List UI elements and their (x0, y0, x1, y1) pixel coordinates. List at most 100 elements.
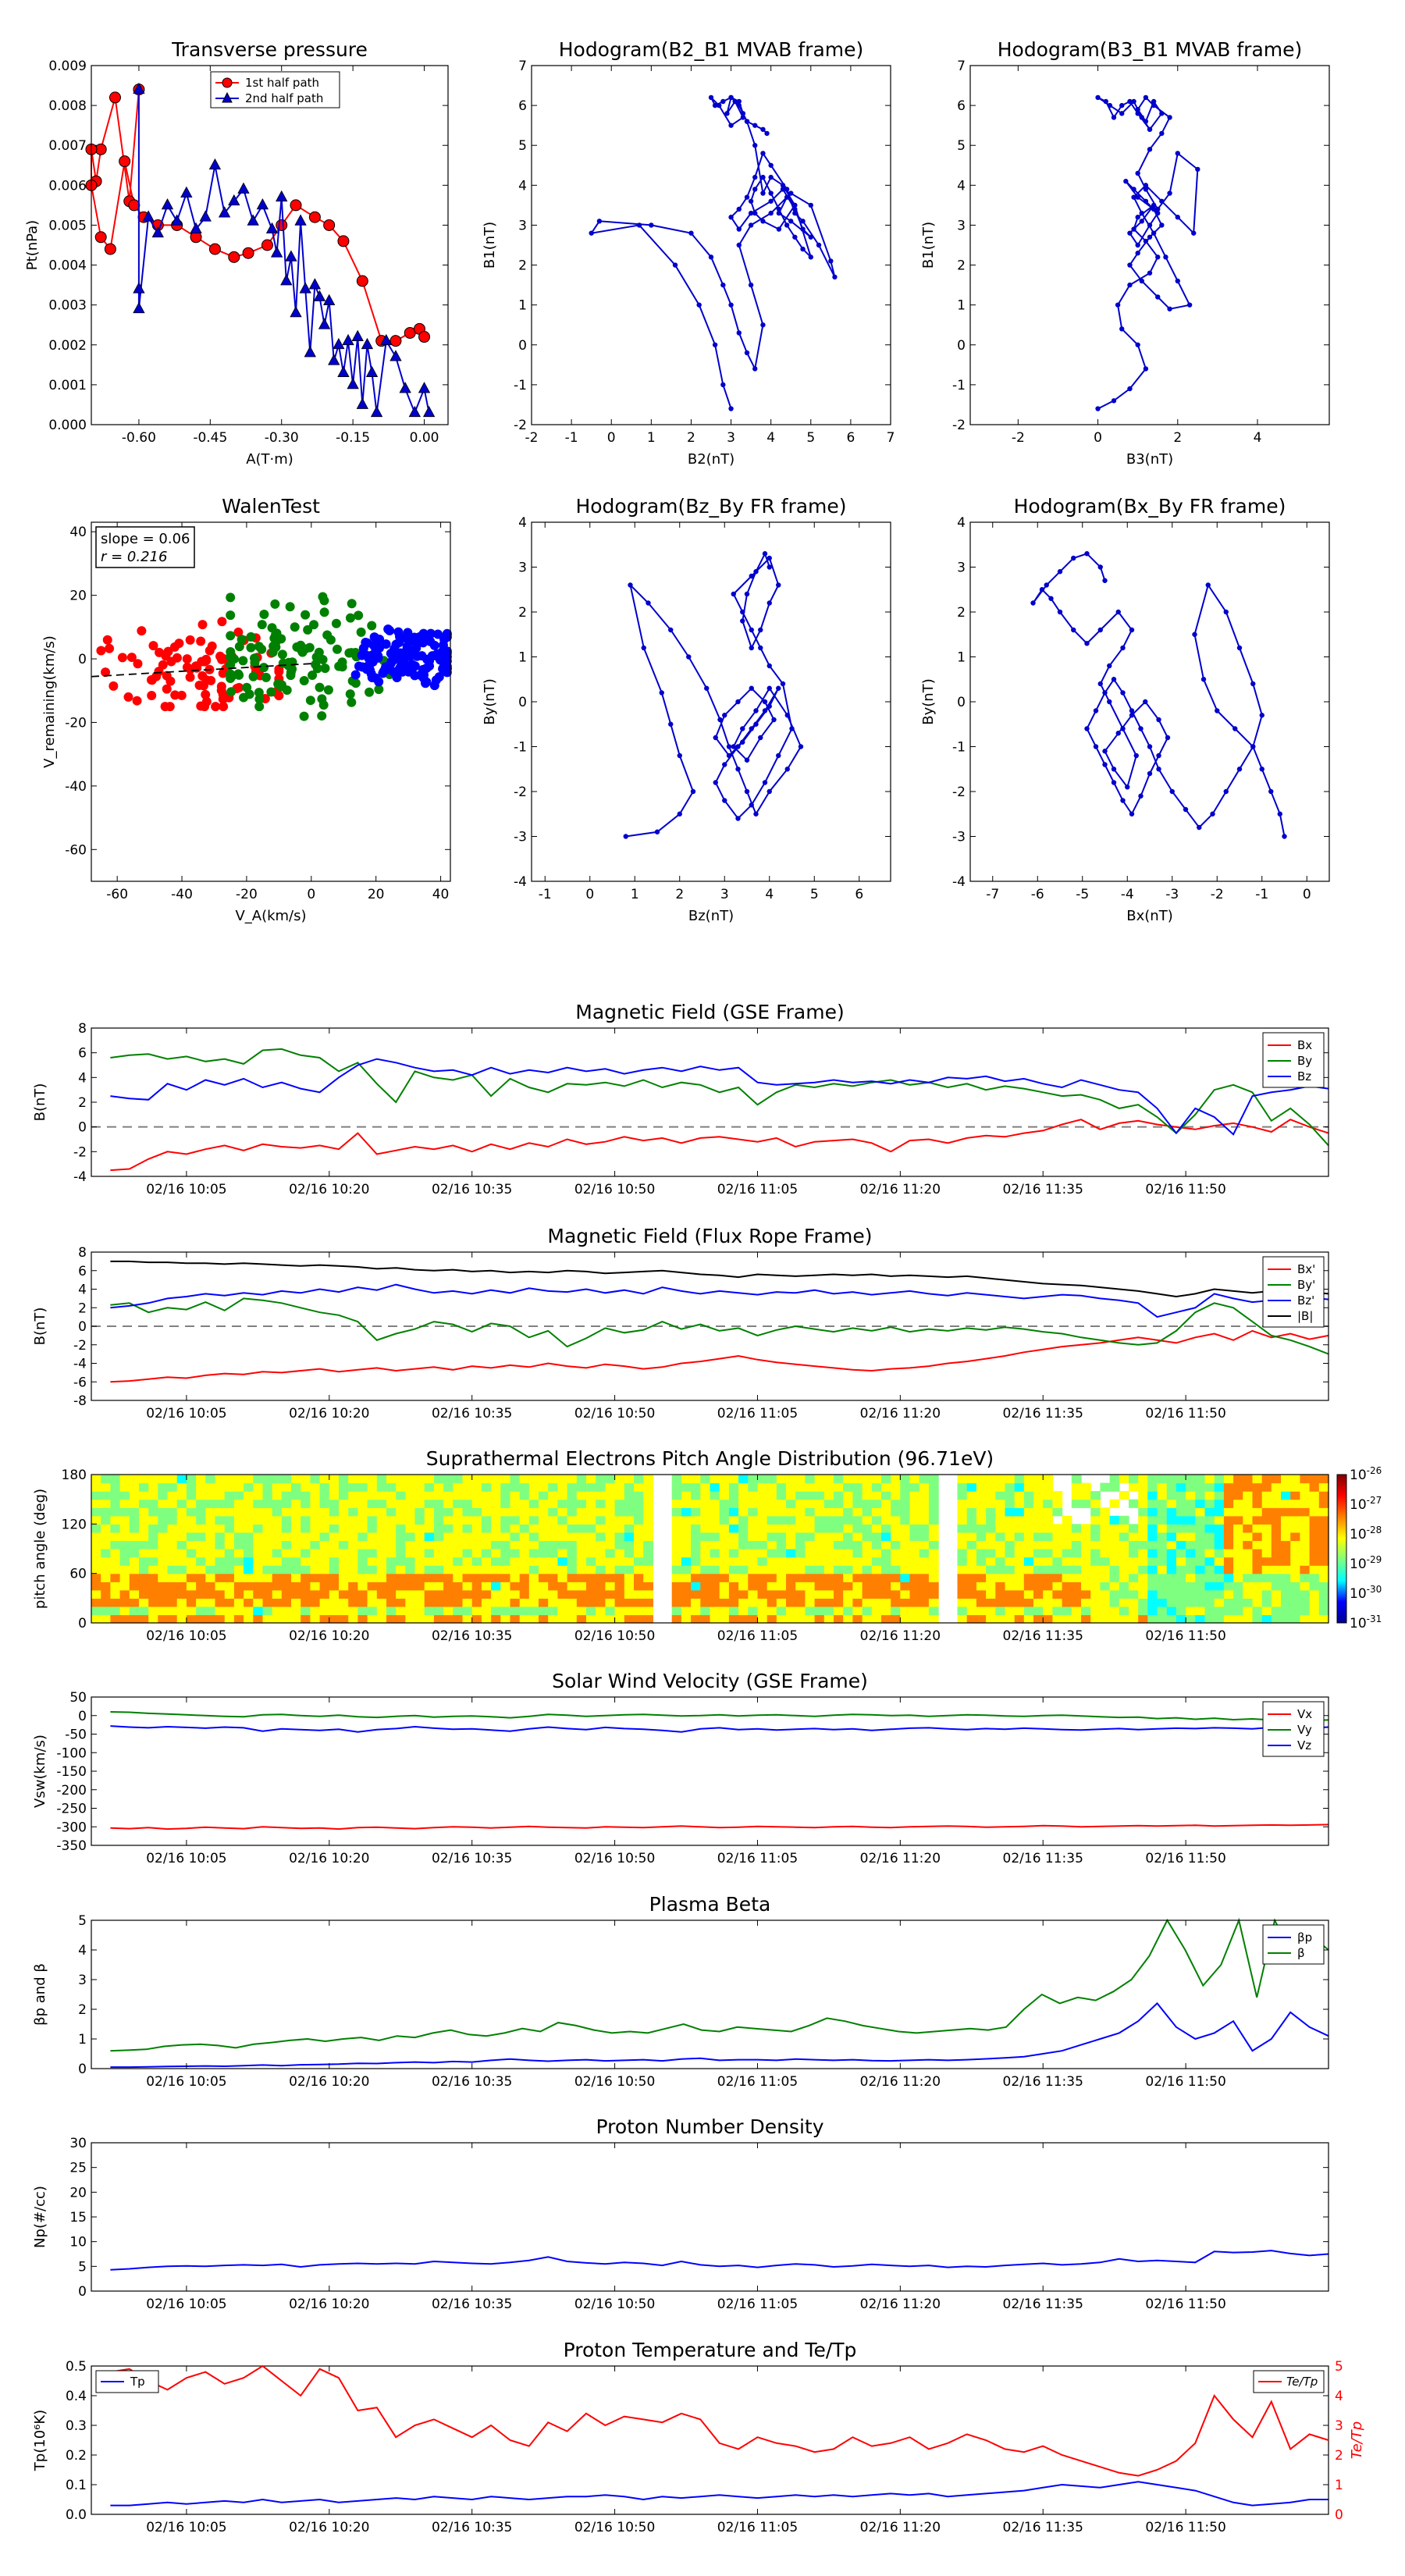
heatmap-cell (396, 1606, 406, 1616)
heatmap-cell (291, 1582, 301, 1591)
heatmap-cell (462, 1507, 473, 1517)
heatmap-cell (1014, 1515, 1025, 1525)
heatmap-cell (139, 1524, 149, 1533)
colorbar-tick-base: 10 (1350, 1527, 1367, 1542)
heatmap-cell (748, 1499, 759, 1508)
heatmap-cell (823, 1507, 834, 1517)
heatmap-cell (1290, 1565, 1300, 1574)
data-point (247, 214, 259, 226)
heatmap-cell (319, 1524, 330, 1533)
heatmap-cell (310, 1598, 321, 1607)
heatmap-cell (795, 1549, 806, 1558)
data-point (720, 98, 726, 105)
heatmap-cell (1318, 1557, 1329, 1566)
plot-frame (91, 521, 451, 882)
heatmap-cell (605, 1482, 616, 1492)
heatmap-cell (148, 1582, 158, 1591)
heatmap-cell (986, 1499, 996, 1508)
heatmap-cell (186, 1482, 197, 1492)
heatmap-cell (462, 1515, 473, 1525)
y-tick-label: -8 (73, 1393, 87, 1409)
heatmap-cell (614, 1482, 625, 1492)
heatmap-cell (576, 1475, 587, 1484)
heatmap-cell (386, 1598, 397, 1607)
heatmap-cell (691, 1549, 701, 1558)
heatmap-cell (367, 1540, 378, 1550)
y-tick-label: 4 (957, 178, 966, 194)
heatmap-cell (510, 1475, 521, 1484)
heatmap-cell (624, 1532, 635, 1542)
scatter-point (347, 697, 357, 707)
heatmap-cell (1138, 1606, 1148, 1616)
scatter-point (367, 621, 377, 631)
legend-label-left: Tp (130, 2375, 145, 2389)
heatmap-cell (852, 1557, 863, 1566)
data-point (736, 102, 742, 109)
heatmap-cell (1166, 1565, 1177, 1574)
heatmap-cell (995, 1606, 1006, 1616)
heatmap-cell (1100, 1573, 1111, 1582)
heatmap-cell (253, 1614, 264, 1624)
data-point (1111, 115, 1117, 120)
heatmap-cell (776, 1606, 787, 1616)
heatmap-cell (671, 1598, 682, 1607)
heatmap-cell (1100, 1532, 1111, 1542)
heatmap-cell (919, 1515, 930, 1525)
heatmap-cell (462, 1540, 473, 1550)
heatmap-cell (1214, 1606, 1225, 1616)
data-point (768, 174, 774, 180)
heatmap-cell (1147, 1573, 1158, 1582)
heatmap-cell (1252, 1565, 1263, 1574)
heatmap-cell (909, 1582, 920, 1591)
data-point (1169, 788, 1175, 795)
heatmap-cell (319, 1499, 330, 1508)
heatmap-cell (871, 1515, 882, 1525)
heatmap-cell (176, 1491, 187, 1500)
heatmap-cell (823, 1565, 834, 1574)
data-point (1115, 731, 1121, 736)
heatmap-cell (1300, 1532, 1311, 1542)
heatmap-cell (1223, 1475, 1234, 1484)
heatmap-cell (909, 1549, 920, 1558)
data-point (1139, 210, 1144, 216)
heatmap-cell (928, 1565, 939, 1574)
heatmap-cell (272, 1482, 283, 1492)
y-tick-label: 0 (78, 1120, 87, 1136)
heatmap-cell (386, 1499, 397, 1508)
data-point (104, 243, 116, 255)
heatmap-cell (224, 1565, 235, 1574)
heatmap-cell (1147, 1557, 1158, 1566)
heatmap-cell (957, 1606, 968, 1616)
heatmap-cell (1290, 1589, 1300, 1599)
heatmap-cell (767, 1491, 777, 1500)
heatmap-cell (976, 1482, 987, 1492)
heatmap-cell (710, 1589, 720, 1599)
x-tick-label: -0.45 (193, 430, 227, 446)
heatmap-cell (1109, 1589, 1120, 1599)
heatmap-cell (396, 1482, 406, 1492)
scatter-point (344, 648, 354, 658)
heatmap-cell (357, 1598, 368, 1607)
heatmap-cell (548, 1589, 558, 1599)
heatmap-cell (966, 1491, 977, 1500)
data-point (1167, 190, 1172, 196)
heatmap-cell (671, 1507, 682, 1517)
data-point (1115, 302, 1121, 308)
data-point (328, 354, 340, 365)
heatmap-cell (805, 1507, 816, 1517)
heatmap-cell (367, 1507, 378, 1517)
heatmap-cell (576, 1557, 587, 1566)
heatmap-cell (519, 1499, 530, 1508)
heatmap-cell (614, 1515, 625, 1525)
heatmap-cell (1290, 1532, 1300, 1542)
heatmap-cell (786, 1515, 796, 1525)
heatmap-cell (186, 1540, 197, 1550)
heatmap-cell (909, 1573, 920, 1582)
heatmap-cell (1195, 1565, 1206, 1574)
heatmap-cell (528, 1582, 539, 1591)
x-tick-label: -0.30 (265, 430, 299, 446)
heatmap-cell (757, 1482, 768, 1492)
heatmap-cell (710, 1507, 720, 1517)
heatmap-cell (557, 1573, 568, 1582)
heatmap-cell (528, 1491, 539, 1500)
